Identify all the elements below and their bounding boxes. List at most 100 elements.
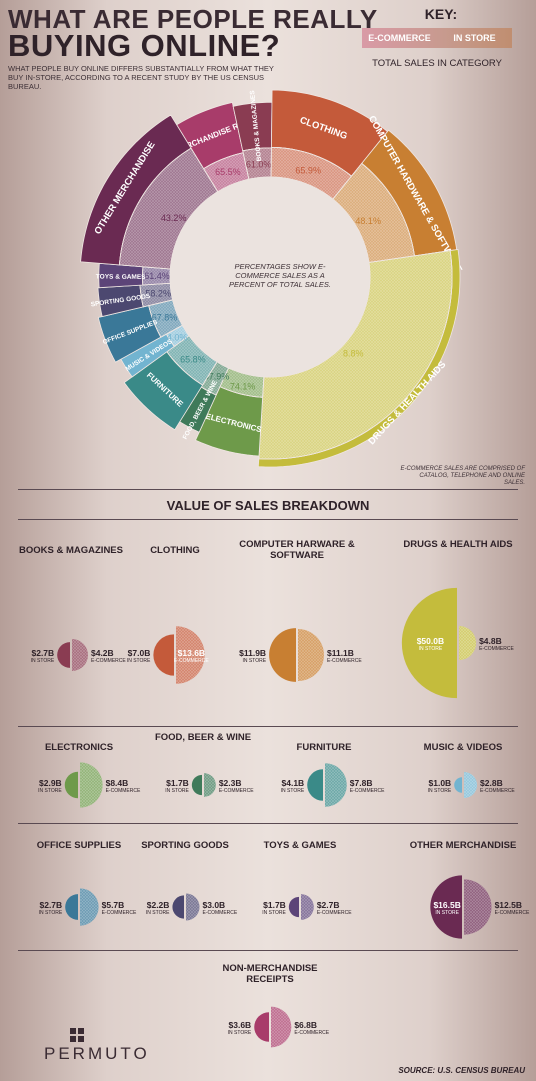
subtitle: WHAT PEOPLE BUY ONLINE DIFFERS SUBSTANTI… <box>8 64 274 91</box>
breakdown-in-store-half <box>288 896 299 918</box>
ecommerce-value: $2.7B E-COMMERCE <box>316 900 352 917</box>
ecommerce-value: $12.5B E-COMMERCE <box>494 900 530 917</box>
key-title: KEY: <box>424 6 458 22</box>
breakdown-in-store-half <box>454 777 462 793</box>
breakdown-category-title: FOOD, BEER & WINE <box>154 732 252 743</box>
in-store-value: $11.9B IN STORE <box>239 648 267 665</box>
donut-percent-label: 74.1% <box>230 382 256 392</box>
key-in-store-label: IN STORE <box>453 33 496 43</box>
in-store-value: $1.0B IN STORE <box>427 778 452 795</box>
breakdown-ecommerce-hatch <box>298 629 324 681</box>
ecommerce-value: $2.8B E-COMMERCE <box>480 778 515 795</box>
breakdown-title: VALUE OF SALES BREAKDOWN <box>166 498 370 513</box>
ecommerce-value: $8.4B E-COMMERCE <box>105 778 141 795</box>
divider-row-2 <box>18 823 518 824</box>
donut-category-label: TOYS & GAMES <box>96 273 146 280</box>
breakdown-category-title: FURNITURE <box>296 742 352 753</box>
breakdown-ecommerce-hatch <box>176 626 205 684</box>
ecommerce-value: $13.6B E-COMMERCE <box>174 648 209 665</box>
donut-percent-label: 48.1% <box>355 216 381 226</box>
breakdown-in-store-half <box>254 1012 269 1042</box>
breakdown-in-store-half <box>401 587 457 699</box>
breakdown-category-title: COMPUTER HARWARE & SOFTWARE <box>239 539 355 561</box>
breakdown-in-store-half <box>57 642 70 668</box>
in-store-value: $2.7B IN STORE <box>30 648 55 665</box>
breakdown-category-title: NON-MERCHANDISE RECEIPTS <box>222 963 318 985</box>
in-store-value: $1.7B IN STORE <box>165 778 189 795</box>
key-bar <box>362 28 512 48</box>
breakdown-ecommerce-hatch <box>72 639 88 671</box>
in-store-value: $3.6B IN STORE <box>227 1020 252 1037</box>
ecommerce-value: $4.2B E-COMMERCE <box>90 648 126 665</box>
breakdown-category-title: ELECTRONICS <box>44 742 114 753</box>
donut-percent-label: 57.9% <box>204 372 230 382</box>
donut-percent-label: 65.5% <box>215 167 241 177</box>
ecommerce-value: $2.3B E-COMMERCE <box>218 778 254 795</box>
breakdown-ecommerce-hatch <box>80 762 103 808</box>
breakdown-ecommerce-hatch <box>464 771 478 799</box>
ecommerce-value: $3.0B E-COMMERCE <box>202 900 238 917</box>
ecommerce-value: $7.8B E-COMMERCE <box>349 778 385 795</box>
breakdown-ecommerce-hatch <box>80 888 99 926</box>
in-store-value: $7.0B IN STORE <box>126 648 151 665</box>
breakdown-ecommerce-hatch <box>301 894 314 920</box>
breakdown-in-store-half <box>172 895 184 919</box>
donut-hole <box>170 177 370 377</box>
divider-title <box>18 519 518 520</box>
breakdown-ecommerce-hatch <box>271 1006 292 1048</box>
in-store-value: $1.7B IN STORE <box>262 900 286 917</box>
ecommerce-value: $11.1B E-COMMERCE <box>326 648 362 665</box>
ecommerce-value: $4.8B E-COMMERCE <box>479 636 514 653</box>
breakdown-ecommerce-hatch <box>204 773 216 797</box>
key-total-label: TOTAL SALES IN CATEGORY <box>372 58 502 69</box>
breakdown-in-store-half <box>430 875 462 939</box>
donut-percent-label: 43.2% <box>161 213 187 223</box>
breakdown-category-title: SPORTING GOODS <box>141 840 229 851</box>
donut-percent-label: 65.8% <box>180 355 206 365</box>
breakdown-ecommerce-hatch <box>325 763 347 807</box>
in-store-value: $2.7B IN STORE <box>38 900 63 917</box>
breakdown-ecommerce-hatch <box>464 879 492 935</box>
breakdown-category-title: CLOTHING <box>150 545 200 556</box>
breakdown-category-title: MUSIC & VIDEOS <box>423 742 503 753</box>
donut-percent-label: 67.8% <box>152 313 178 323</box>
donut-footnote: E-COMMERCE SALES ARE COMPRISED OF CATALO… <box>400 466 525 486</box>
key-ecommerce-label: E-COMMERCE <box>368 33 431 43</box>
donut-percent-label: 8.8% <box>343 349 364 359</box>
title-line-1: WHAT ARE PEOPLE REALLY <box>8 4 378 34</box>
breakdown-ecommerce-hatch <box>186 893 200 921</box>
in-store-value: $4.1B IN STORE <box>280 778 305 795</box>
donut-percent-label: 74.0% <box>162 333 188 343</box>
breakdown-chart <box>57 587 492 1048</box>
donut-percent-label: 61.0% <box>246 160 272 170</box>
breakdown-in-store-half <box>191 774 202 796</box>
breakdown-category-title: BOOKS & MAGAZINES <box>19 545 123 556</box>
ecommerce-value: $5.7B E-COMMERCE <box>101 900 137 917</box>
divider-top <box>18 489 518 490</box>
donut-center-note: PERCENTAGES SHOW E-COMMERCE SALES AS A P… <box>229 262 331 289</box>
in-store-value: $16.5B IN STORE <box>433 900 461 917</box>
donut-percent-label: 58.2% <box>145 289 171 299</box>
ecommerce-value: $6.8B E-COMMERCE <box>294 1020 330 1037</box>
breakdown-in-store-half <box>307 769 323 801</box>
in-store-value: $2.2B IN STORE <box>145 900 170 917</box>
breakdown-category-title: OFFICE SUPPLIES <box>36 840 122 851</box>
source-note: SOURCE: U.S. CENSUS BUREAU <box>398 1066 525 1075</box>
permuto-logo-icon <box>70 1028 84 1042</box>
permuto-logo: PERMUTO <box>44 1044 150 1063</box>
breakdown-ecommerce-hatch <box>459 625 477 661</box>
donut-percent-label: 65.9% <box>295 166 321 176</box>
in-store-value: $50.0B IN STORE <box>416 636 445 653</box>
breakdown-category-title: DRUGS & HEALTH AIDS <box>403 539 513 550</box>
breakdown-in-store-half <box>269 628 296 682</box>
breakdown-in-store-half <box>65 894 78 920</box>
breakdown-in-store-half <box>64 771 78 799</box>
divider-row-3 <box>18 950 518 951</box>
breakdown-category-title: OTHER MERCHANDISE <box>409 840 517 851</box>
divider-row-1 <box>18 726 518 727</box>
title-line-2: BUYING ONLINE? <box>8 28 281 63</box>
breakdown-category-title: TOYS & GAMES <box>263 840 337 851</box>
in-store-value: $2.9B IN STORE <box>38 778 62 795</box>
breakdown-in-store-half <box>153 634 174 676</box>
